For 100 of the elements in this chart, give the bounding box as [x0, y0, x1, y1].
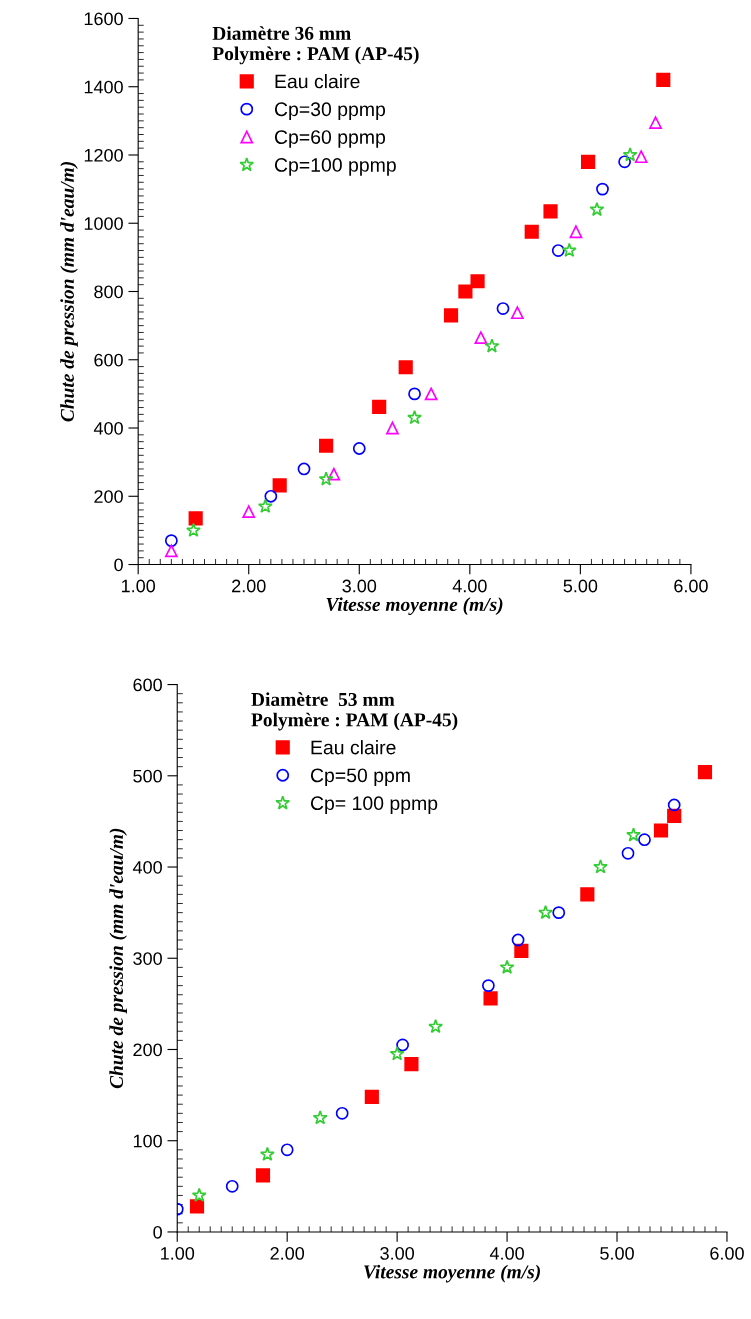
point	[484, 338, 500, 353]
point	[164, 534, 178, 548]
y-tick-label: 800	[94, 285, 123, 299]
point	[458, 284, 473, 299]
point	[499, 959, 515, 974]
y-tick-label: 500	[133, 769, 162, 783]
point	[242, 505, 256, 519]
point	[569, 225, 583, 239]
point	[319, 438, 334, 453]
point	[667, 808, 682, 824]
point	[589, 201, 605, 217]
legend-label: Cp=60 ppmp	[274, 130, 386, 148]
point	[335, 1106, 349, 1120]
y-tick-label: 0	[114, 558, 123, 572]
point	[408, 387, 421, 401]
y-tick-label: 100	[133, 1134, 162, 1148]
point	[593, 859, 608, 874]
x-tick-label: 3.00	[380, 1247, 414, 1260]
point	[225, 1179, 239, 1193]
point	[407, 409, 422, 425]
point	[272, 478, 287, 493]
x-axis-title: Vitesse moyenne (m/s)	[364, 1264, 540, 1283]
point	[474, 331, 488, 344]
point	[596, 182, 609, 196]
y-tick-label: 0	[153, 1225, 162, 1239]
point	[697, 765, 713, 780]
y-tick-label: 1200	[84, 148, 123, 162]
point	[470, 274, 485, 289]
point	[551, 244, 565, 257]
point	[396, 1038, 410, 1052]
point	[186, 522, 201, 537]
point	[318, 471, 334, 486]
legend-label: Cp=30 ppmp	[274, 102, 386, 120]
point	[667, 798, 681, 812]
legend-title: Diamètre 36 mm Polymère : PAM (AP-45)	[212, 26, 419, 65]
legend-label: Eau claire	[311, 740, 396, 755]
point	[188, 511, 203, 526]
point	[552, 906, 566, 920]
y-tick-label: 200	[94, 490, 123, 503]
x-tick-label: 1.00	[121, 579, 156, 593]
point	[312, 1110, 328, 1125]
point	[561, 242, 577, 257]
point	[538, 904, 553, 920]
point	[259, 1146, 275, 1161]
legend-label: Cp=100 ppmp	[274, 158, 396, 176]
point	[424, 387, 438, 401]
point	[638, 833, 651, 847]
point	[581, 154, 596, 169]
y-tick-label: 1600	[84, 12, 123, 26]
x-tick-label: 5.00	[600, 1247, 634, 1260]
point	[352, 442, 366, 455]
legend-title: Diamètre 53 mm Polymère : PAM (AP-45)	[251, 692, 458, 731]
x-tick-label: 2.00	[232, 579, 266, 593]
y-tick-label: 200	[133, 1043, 162, 1057]
y-tick-label: 300	[133, 952, 162, 965]
x-tick-label: 4.00	[452, 579, 487, 593]
y-tick-label: 400	[93, 421, 123, 435]
point	[386, 421, 399, 435]
point	[481, 979, 495, 993]
legend-label: Eau claire	[275, 74, 360, 89]
point	[622, 147, 638, 162]
x-tick-label: 6.00	[710, 1247, 744, 1260]
point	[483, 991, 498, 1006]
x-tick-label: 2.00	[270, 1247, 305, 1260]
point	[404, 1056, 419, 1072]
point	[264, 489, 278, 503]
x-axis-title: Vitesse moyenne (m/s)	[326, 597, 503, 616]
point	[327, 467, 341, 481]
point	[511, 933, 525, 947]
y-tick-label: 600	[133, 678, 162, 692]
point	[191, 1187, 207, 1202]
point	[297, 462, 311, 476]
point	[164, 544, 178, 558]
x-tick-label: 1.00	[161, 1247, 195, 1260]
x-tick-label: 4.00	[489, 1247, 524, 1260]
legend-label: Cp=50 ppm	[310, 768, 410, 787]
y-tick-label: 1400	[84, 80, 123, 94]
point	[649, 116, 662, 129]
point	[634, 150, 648, 164]
point	[280, 1143, 294, 1157]
y-tick-label: 1000	[84, 217, 123, 230]
point	[364, 1089, 379, 1105]
point	[543, 204, 558, 219]
x-tick-label: 3.00	[342, 579, 377, 593]
point	[653, 823, 669, 838]
point	[626, 827, 641, 842]
point	[443, 308, 459, 323]
point	[618, 155, 631, 169]
legend-label: Cp= 100 ppmp	[310, 796, 438, 814]
x-tick-label: 6.00	[674, 579, 708, 593]
point	[257, 498, 273, 513]
y-axis-title: Chute de pression (mm d'eau/m)	[60, 162, 78, 422]
y-axis-title: Chute de pression (mm d'eau/m)	[109, 828, 127, 1089]
y-tick-label: 600	[94, 353, 123, 367]
point	[372, 399, 387, 414]
point	[510, 306, 524, 320]
point	[656, 72, 671, 87]
point	[524, 224, 539, 239]
point	[621, 846, 635, 860]
point	[398, 360, 413, 375]
